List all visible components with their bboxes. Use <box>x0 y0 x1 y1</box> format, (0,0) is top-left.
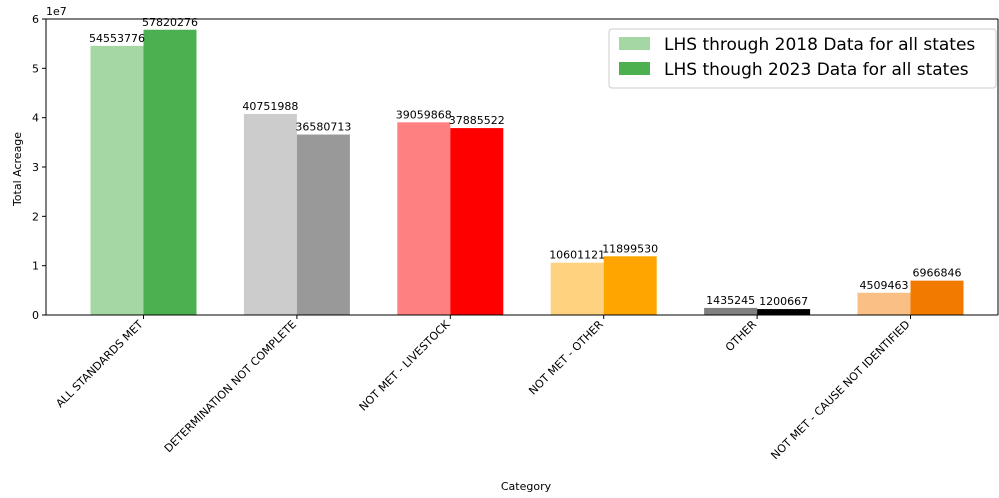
x-tick-label: NOT MET - CAUSE NOT IDENTIFIED <box>768 318 912 462</box>
bar-value-label: 10601121 <box>549 249 605 262</box>
bar-value-label: 6966846 <box>913 267 962 280</box>
bar-value-label: 11899530 <box>602 242 658 255</box>
legend: LHS through 2018 Data for all states LHS … <box>608 28 997 89</box>
bar <box>603 256 657 315</box>
bar <box>450 128 504 315</box>
bar-value-label: 4509463 <box>860 279 909 292</box>
legend-swatch <box>619 62 650 75</box>
x-tick-label: NOT MET - LIVESTOCK <box>357 317 453 413</box>
bar-value-label: 1200667 <box>759 295 808 308</box>
bars-layer <box>90 29 964 316</box>
bar <box>757 309 811 315</box>
bar-value-label: 39059868 <box>396 108 452 121</box>
y-tick-label: 5 <box>32 62 39 75</box>
bar <box>397 122 451 315</box>
y-tick-label: 6 <box>32 13 39 26</box>
legend-swatch <box>619 37 650 50</box>
bar-value-label: 40751988 <box>242 100 298 113</box>
bar <box>857 292 911 315</box>
data-labels-layer: 54553776 40751988 39059868 10601121 1435245 4… <box>89 16 962 308</box>
y-tick-label: 0 <box>32 309 39 322</box>
y-tick-label: 1 <box>32 260 39 273</box>
x-axis-label: Category <box>501 480 552 493</box>
bar <box>90 45 144 315</box>
x-tick-label: DETERMINATION NOT COMPLETE <box>162 318 299 455</box>
bar <box>143 29 197 316</box>
bar <box>704 307 758 315</box>
bar <box>243 113 297 316</box>
y-axis-label: Total Acreage <box>11 132 24 207</box>
y-scale-label: 1e7 <box>46 5 67 18</box>
bar-value-label: 54553776 <box>89 32 145 45</box>
bar <box>550 262 604 315</box>
y-tick-label: 2 <box>32 210 39 223</box>
legend-box <box>608 28 997 89</box>
bar-value-label: 37885522 <box>449 114 505 127</box>
x-tick-label: NOT MET - OTHER <box>526 318 606 398</box>
legend-entry-label: LHS through 2018 Data for all states <box>664 35 975 55</box>
bar <box>910 280 964 315</box>
x-tick-label: OTHER <box>723 318 759 354</box>
x-tick-label: ALL STANDARDS MET <box>53 318 145 410</box>
bar-value-label: 36580713 <box>295 121 351 134</box>
bar-value-label: 57820276 <box>142 16 198 29</box>
bar-value-label: 1435245 <box>706 294 755 307</box>
y-tick-label: 3 <box>32 161 39 174</box>
y-tick-label: 4 <box>32 112 39 125</box>
legend-entry-label: LHS though 2023 Data for all states <box>664 60 969 80</box>
y-ticks-layer: 0 1 2 3 4 5 6 <box>32 13 46 322</box>
bar <box>296 134 350 315</box>
x-ticks-layer: ALL STANDARDS MET DETERMINATION NOT COMPL… <box>53 315 913 462</box>
